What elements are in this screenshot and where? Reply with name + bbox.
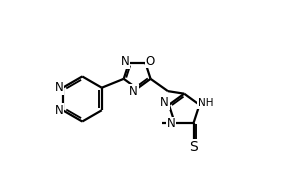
Text: N: N xyxy=(54,104,63,117)
Text: N: N xyxy=(166,117,175,130)
Text: N: N xyxy=(54,81,63,94)
Text: NH: NH xyxy=(198,98,213,108)
Text: S: S xyxy=(189,140,198,154)
Text: N: N xyxy=(121,55,129,68)
Text: O: O xyxy=(145,55,154,68)
Text: N: N xyxy=(129,85,138,98)
Text: methyl: methyl xyxy=(156,122,161,123)
Text: N: N xyxy=(160,96,169,109)
